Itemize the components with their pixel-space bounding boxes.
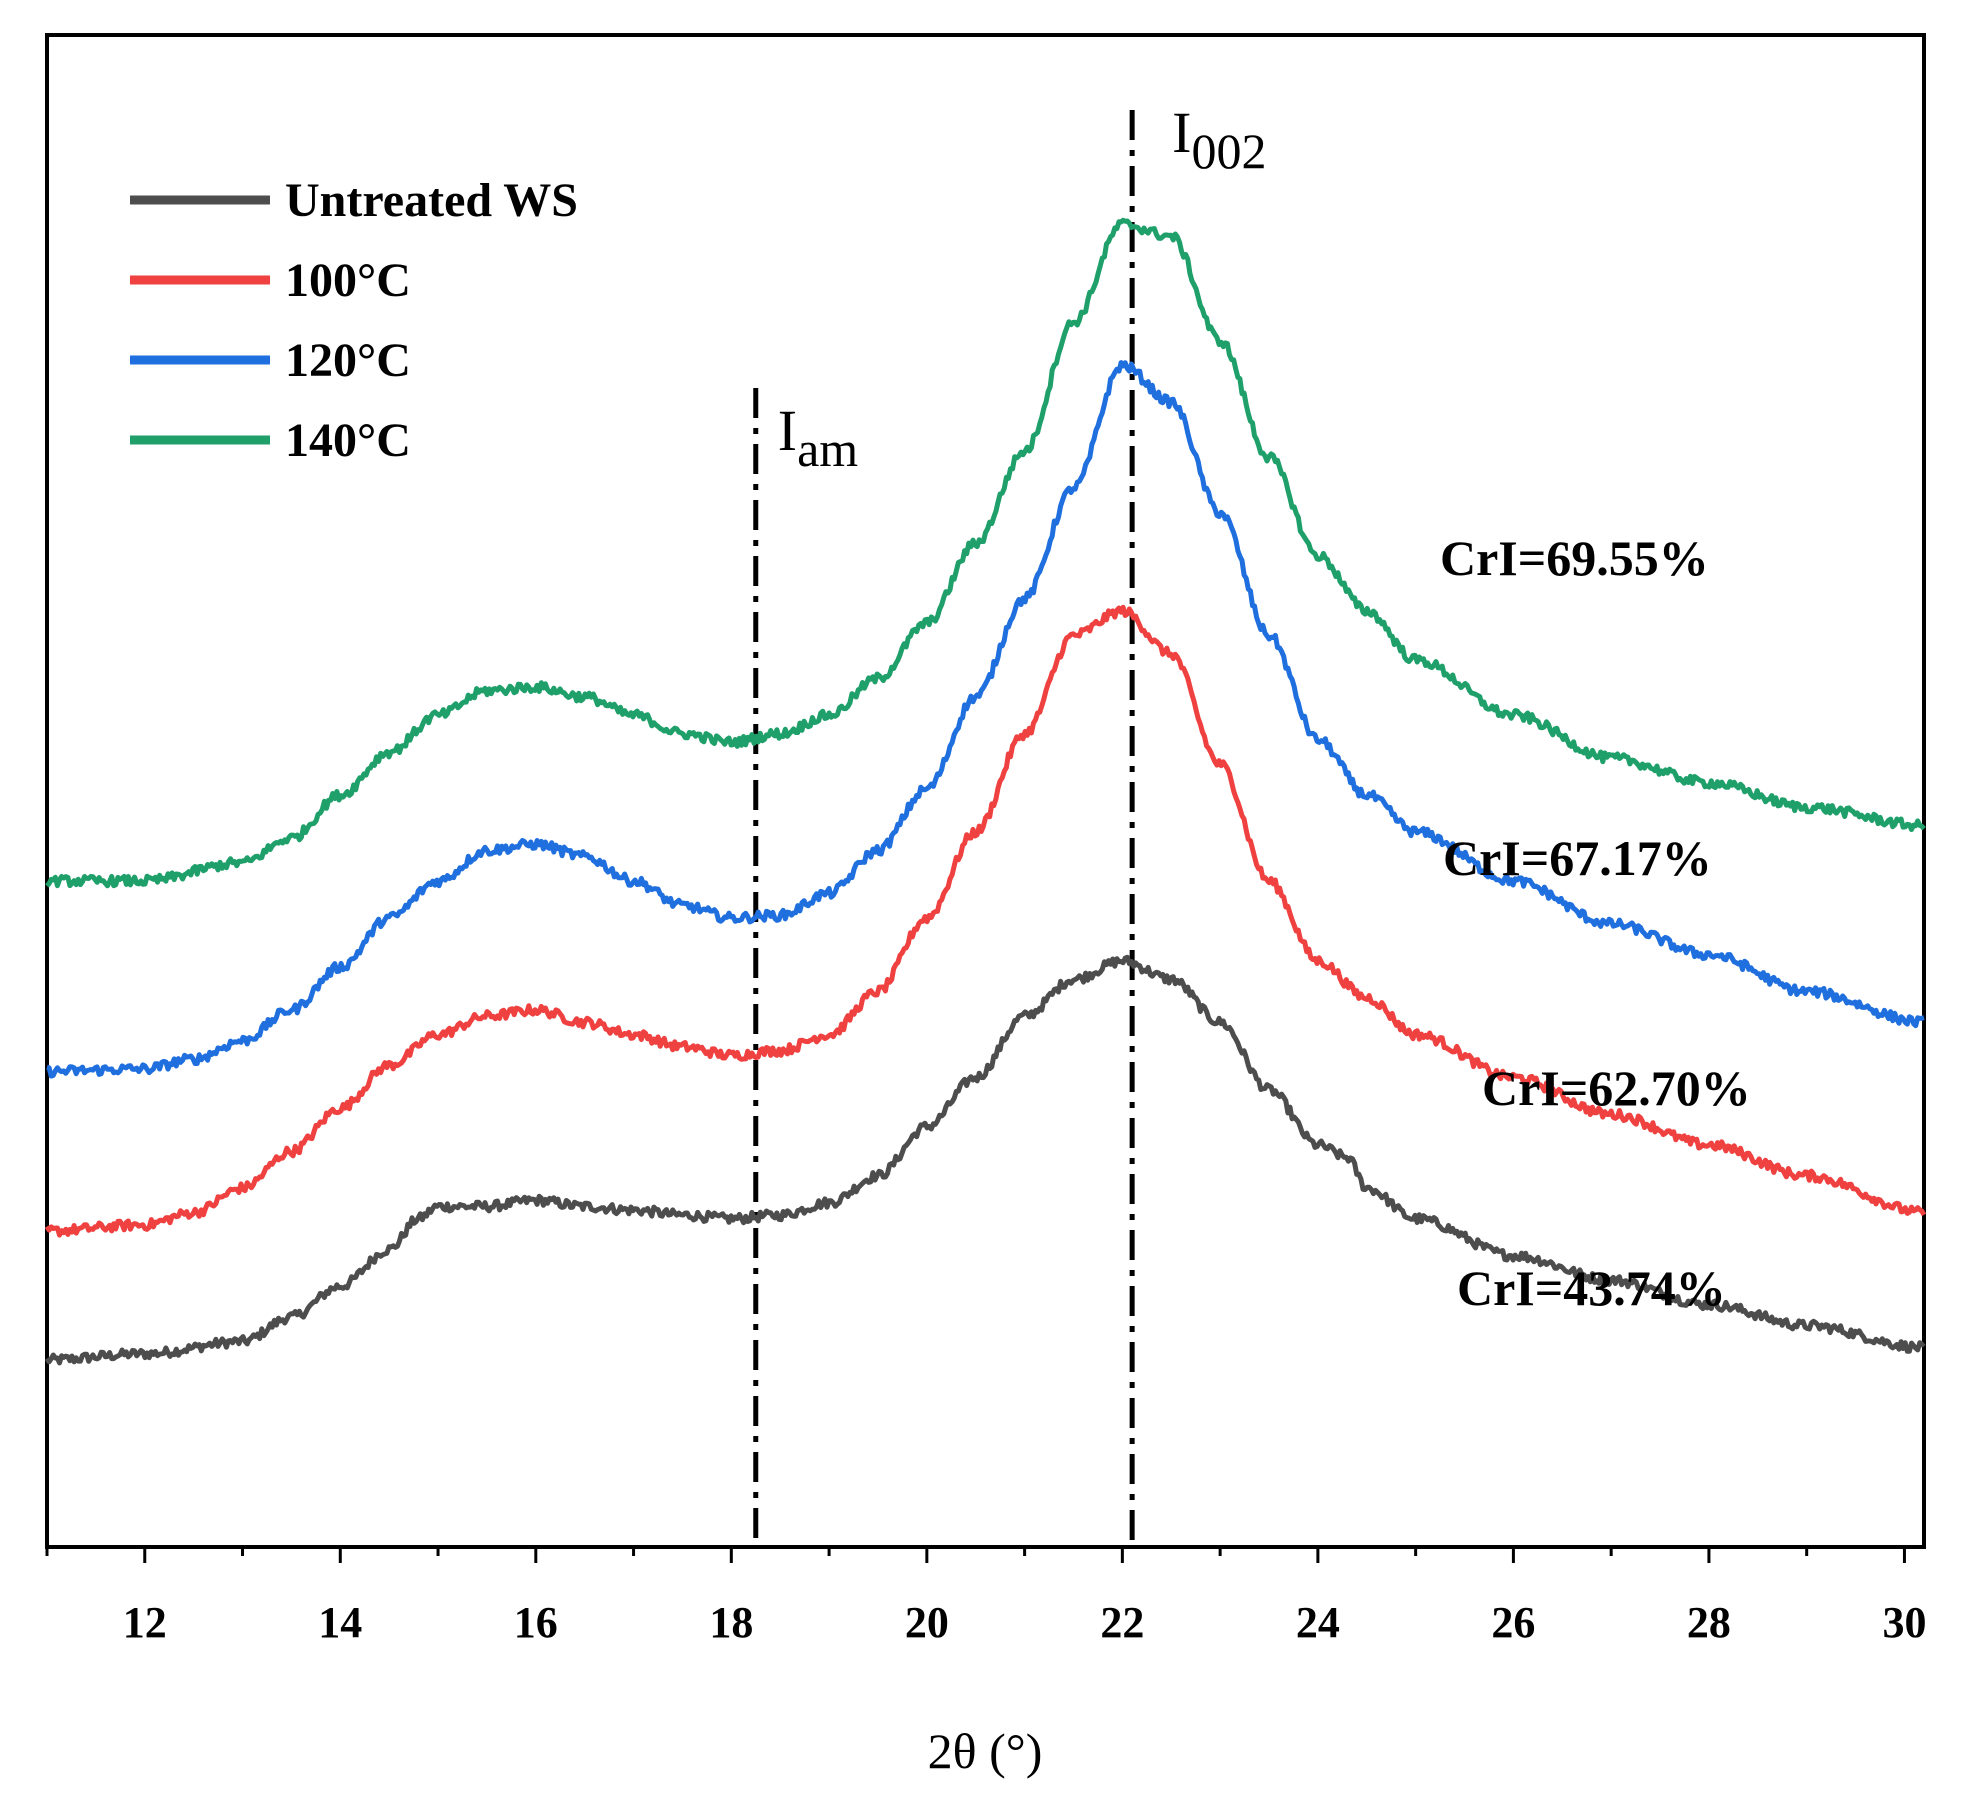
x-tick-label: 26: [1491, 1598, 1535, 1647]
legend-label: 120°C: [285, 334, 411, 387]
x-tick-label: 18: [709, 1598, 753, 1647]
x-tick-label: 12: [123, 1598, 167, 1647]
series-layer: [44, 217, 1927, 1366]
series-line: [45, 217, 1926, 889]
reference-line-subscript: 002: [1191, 123, 1266, 179]
x-tick-label: 22: [1100, 1598, 1144, 1647]
crystallinity-index-label: CrI=67.17%: [1443, 830, 1712, 886]
crystallinity-index-label: CrI=43.74%: [1457, 1260, 1726, 1316]
legend-label: 100°C: [285, 254, 411, 307]
x-tick-label: 30: [1882, 1598, 1926, 1647]
x-tick-label: 28: [1687, 1598, 1731, 1647]
x-tick-label: 14: [318, 1598, 362, 1647]
crystallinity-index-label: CrI=62.70%: [1482, 1060, 1751, 1116]
series-line: [44, 604, 1927, 1238]
legend: Untreated WS 100°C 120°C 140°C: [130, 174, 578, 467]
x-axis-label: 2θ (°): [928, 1723, 1043, 1779]
series-line: [44, 954, 1926, 1366]
plot-frame: [45, 33, 1926, 1549]
x-axis: 12 14 16 18 20 22 24 26 28 30: [45, 1547, 1926, 1647]
x-tick-label: 20: [905, 1598, 949, 1647]
legend-label: 140°C: [285, 414, 411, 467]
x-tick-label: 24: [1296, 1598, 1340, 1647]
x-tick-label: 16: [514, 1598, 558, 1647]
crystallinity-index-label: CrI=69.55%: [1440, 530, 1709, 586]
reference-line-subscript: am: [797, 421, 858, 477]
annotations: CrI=69.55% CrI=67.17% CrI=62.70% CrI=43.74%: [1440, 530, 1751, 1316]
series-line: [46, 360, 1925, 1079]
legend-label: Untreated WS: [285, 174, 578, 227]
